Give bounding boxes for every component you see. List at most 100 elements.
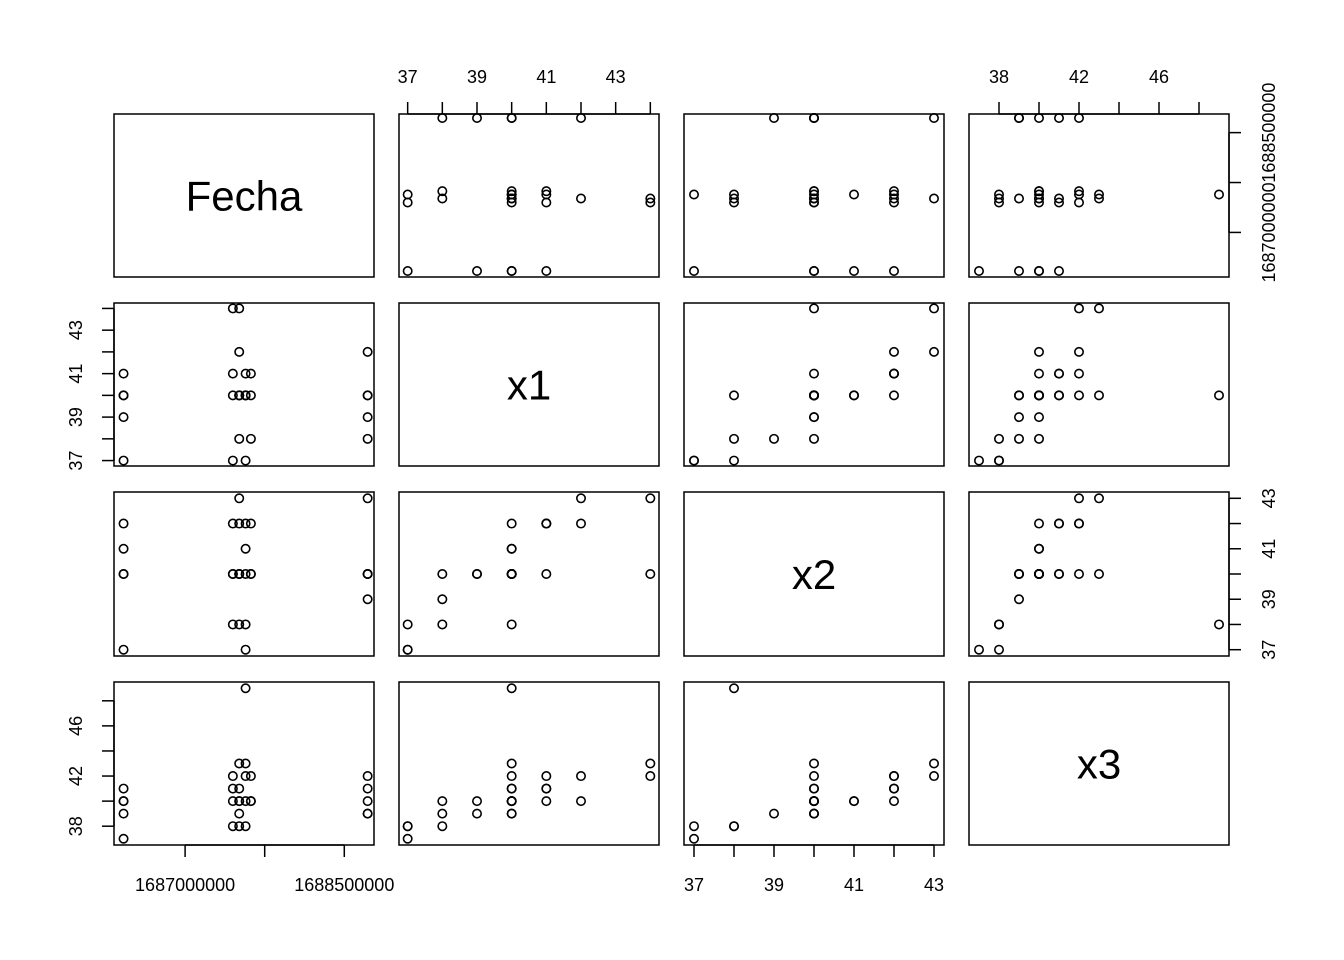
point-x1-vs-x3-11 [1034, 346, 1045, 357]
point-x3-vs-Fecha-15 [240, 821, 251, 832]
point-x2-vs-x1-8 [645, 568, 656, 579]
point-Fecha-vs-x1-17 [541, 189, 552, 200]
point-x1-vs-x2-9 [728, 433, 739, 444]
x-tick-label-Fecha: 1687000000 [135, 875, 235, 895]
y-tick-label-Fecha: 1688500000 [1259, 83, 1279, 183]
point-x2-vs-x1-24 [471, 568, 482, 579]
point-x3-vs-x2-19 [808, 758, 819, 769]
point-x2-vs-x3-25 [1054, 568, 1065, 579]
point-x3-vs-x2-15 [688, 821, 699, 832]
point-Fecha-vs-x2-3 [848, 266, 859, 277]
panel-frame [113, 302, 375, 467]
point-x3-vs-x2-24 [808, 796, 819, 807]
point-x1-vs-Fecha-24 [362, 412, 373, 423]
point-x1-vs-x2-18 [728, 390, 739, 401]
point-x3-vs-Fecha-8 [227, 771, 238, 782]
x-tick-label-x3: 42 [1069, 67, 1089, 87]
y-tick-label-x2: 43 [1259, 488, 1279, 508]
point-x1-vs-x3-17 [1074, 368, 1085, 379]
panel-frame [683, 491, 945, 657]
point-x2-vs-x1-11 [575, 518, 586, 529]
point-x2-vs-Fecha-17 [240, 518, 251, 529]
point-x3-vs-Fecha-25 [362, 783, 373, 794]
point-x1-vs-Fecha-20 [245, 433, 256, 444]
point-x1-vs-x3-0 [973, 455, 984, 466]
panel-frame [398, 302, 660, 467]
y-tick-label-x2: 41 [1259, 539, 1279, 559]
point-Fecha-vs-x3-26 [1074, 112, 1085, 123]
x-tick-label-x1: 37 [398, 67, 418, 87]
panel-x1-vs-x1 [398, 302, 660, 467]
point-x2-vs-Fecha-23 [362, 594, 373, 605]
point-x3-vs-Fecha-24 [362, 796, 373, 807]
y-tick-label-x1: 41 [66, 364, 86, 384]
point-x1-vs-Fecha-15 [240, 455, 251, 466]
point-x3-vs-x1-27 [506, 808, 517, 819]
point-x1-vs-Fecha-14 [234, 390, 245, 401]
point-x1-vs-x3-24 [1034, 412, 1045, 423]
panel-x2-vs-x2 [683, 491, 945, 657]
point-x3-vs-x1-7 [541, 783, 552, 794]
point-x2-vs-x3-18 [1214, 619, 1225, 630]
point-x1-vs-x3-12 [1094, 303, 1105, 314]
point-Fecha-vs-x2-22 [808, 186, 819, 197]
point-x2-vs-x1-27 [506, 568, 517, 579]
point-x2-vs-x1-15 [402, 644, 413, 655]
point-Fecha-vs-x3-27 [1013, 112, 1024, 123]
point-x2-vs-x3-16 [1034, 543, 1045, 554]
point-x1-vs-x3-9 [993, 433, 1004, 444]
point-x3-vs-Fecha-0 [118, 833, 129, 844]
point-x3-vs-x2-27 [808, 808, 819, 819]
point-x3-vs-x1-22 [541, 796, 552, 807]
point-Fecha-vs-x1-1 [471, 266, 482, 277]
point-x1-vs-Fecha-23 [362, 433, 373, 444]
x-tick-label-x2: 43 [924, 875, 944, 895]
diagonal-label-x2: x2 [792, 551, 836, 598]
point-Fecha-vs-x1-14 [506, 193, 517, 204]
point-x3-vs-x2-21 [888, 771, 899, 782]
point-x2-vs-Fecha-19 [240, 568, 251, 579]
point-x2-vs-x1-12 [645, 493, 656, 504]
point-Fecha-vs-x2-23 [768, 112, 779, 123]
point-x1-vs-x3-26 [1074, 346, 1085, 357]
panel-frame [968, 681, 1230, 846]
point-x3-vs-Fecha-4 [118, 783, 129, 794]
point-x3-vs-x1-15 [402, 821, 413, 832]
point-Fecha-vs-x2-4 [888, 266, 899, 277]
point-Fecha-vs-x1-4 [541, 266, 552, 277]
point-x2-vs-x3-26 [1074, 493, 1085, 504]
y-tick-label-x3: 42 [66, 766, 86, 786]
point-x3-vs-x2-9 [728, 821, 739, 832]
point-x2-vs-x1-17 [541, 518, 552, 529]
point-Fecha-vs-x1-3 [506, 266, 517, 277]
point-x2-vs-x1-16 [506, 543, 517, 554]
point-x3-vs-Fecha-11 [234, 796, 245, 807]
point-x1-vs-x2-24 [808, 412, 819, 423]
point-x1-vs-x3-23 [1013, 433, 1024, 444]
point-x3-vs-x1-25 [506, 783, 517, 794]
point-x3-vs-Fecha-21 [245, 771, 256, 782]
panel-x1-vs-Fecha [113, 302, 375, 467]
panel-frame [113, 491, 375, 657]
point-x3-vs-x1-19 [506, 758, 517, 769]
point-x3-vs-x2-11 [888, 796, 899, 807]
x-tick-label-x1: 39 [467, 67, 487, 87]
point-x1-vs-x2-16 [848, 390, 859, 401]
point-Fecha-vs-x2-16 [848, 189, 859, 200]
point-Fecha-vs-x3-15 [993, 189, 1004, 200]
panel-frame [683, 681, 945, 846]
point-x1-vs-Fecha-22 [245, 368, 256, 379]
panel-x3-vs-x2 [683, 681, 945, 846]
point-x2-vs-Fecha-21 [245, 518, 256, 529]
y-tick-label-x2: 39 [1259, 589, 1279, 609]
point-x2-vs-x3-21 [1074, 518, 1085, 529]
panel-x3-vs-x3 [968, 681, 1230, 846]
y-tick-label-x1: 43 [66, 320, 86, 340]
point-x2-vs-Fecha-2 [118, 568, 129, 579]
panel-frame [398, 681, 660, 846]
point-x1-vs-x2-12 [928, 303, 939, 314]
point-Fecha-vs-x1-24 [471, 112, 482, 123]
x-tick-label-x2: 37 [684, 875, 704, 895]
point-Fecha-vs-x2-18 [728, 189, 739, 200]
x-tick-label-x1: 41 [536, 67, 556, 87]
